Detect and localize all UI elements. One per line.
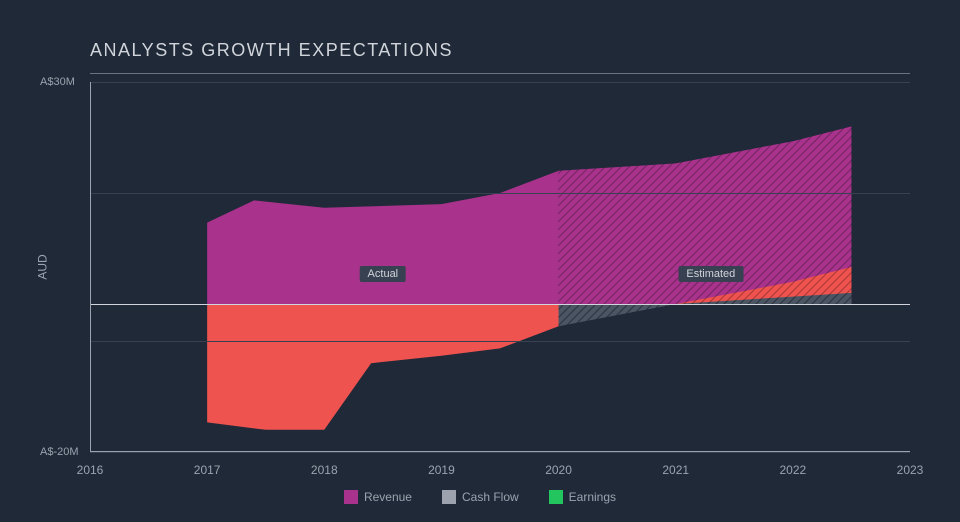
x-tick-label: 2016: [77, 463, 104, 477]
x-tick-label: 2023: [897, 463, 924, 477]
legend: Revenue Cash Flow Earnings: [0, 490, 960, 504]
legend-item: Earnings: [549, 490, 616, 504]
legend-item: Revenue: [344, 490, 412, 504]
area-chart: [90, 82, 910, 452]
gridline: [90, 82, 910, 83]
gridline: [90, 341, 910, 342]
y-tick-label: A$30M: [40, 76, 75, 88]
y-axis-line: [90, 82, 91, 452]
x-tick-label: 2022: [779, 463, 806, 477]
y-tick-label: A$-20M: [40, 446, 79, 458]
legend-swatch: [344, 490, 358, 504]
chart-container: ANALYSTS GROWTH EXPECTATIONS AUD A$30MA$…: [0, 0, 960, 522]
legend-label: Cash Flow: [462, 490, 519, 504]
gridline: [90, 193, 910, 194]
annotation-label: Actual: [360, 266, 407, 282]
x-axis-line: [90, 451, 910, 452]
gridline: [90, 452, 910, 453]
legend-swatch: [549, 490, 563, 504]
x-tick-label: 2021: [662, 463, 689, 477]
x-tick-label: 2020: [545, 463, 572, 477]
x-tick-label: 2017: [194, 463, 221, 477]
plot-area: AUD A$30MA$-20M2016201720182019202020212…: [90, 82, 910, 452]
legend-swatch: [442, 490, 456, 504]
revenue-area-actual: [207, 171, 558, 304]
legend-label: Earnings: [569, 490, 616, 504]
legend-label: Revenue: [364, 490, 412, 504]
x-tick-label: 2019: [428, 463, 455, 477]
legend-item: Cash Flow: [442, 490, 519, 504]
y-axis-label: AUD: [36, 254, 50, 279]
annotation-label: Estimated: [678, 266, 743, 282]
zero-line: [90, 304, 910, 305]
x-tick-label: 2018: [311, 463, 338, 477]
earnings-area-actual: [207, 304, 558, 430]
chart-title: ANALYSTS GROWTH EXPECTATIONS: [90, 40, 910, 74]
